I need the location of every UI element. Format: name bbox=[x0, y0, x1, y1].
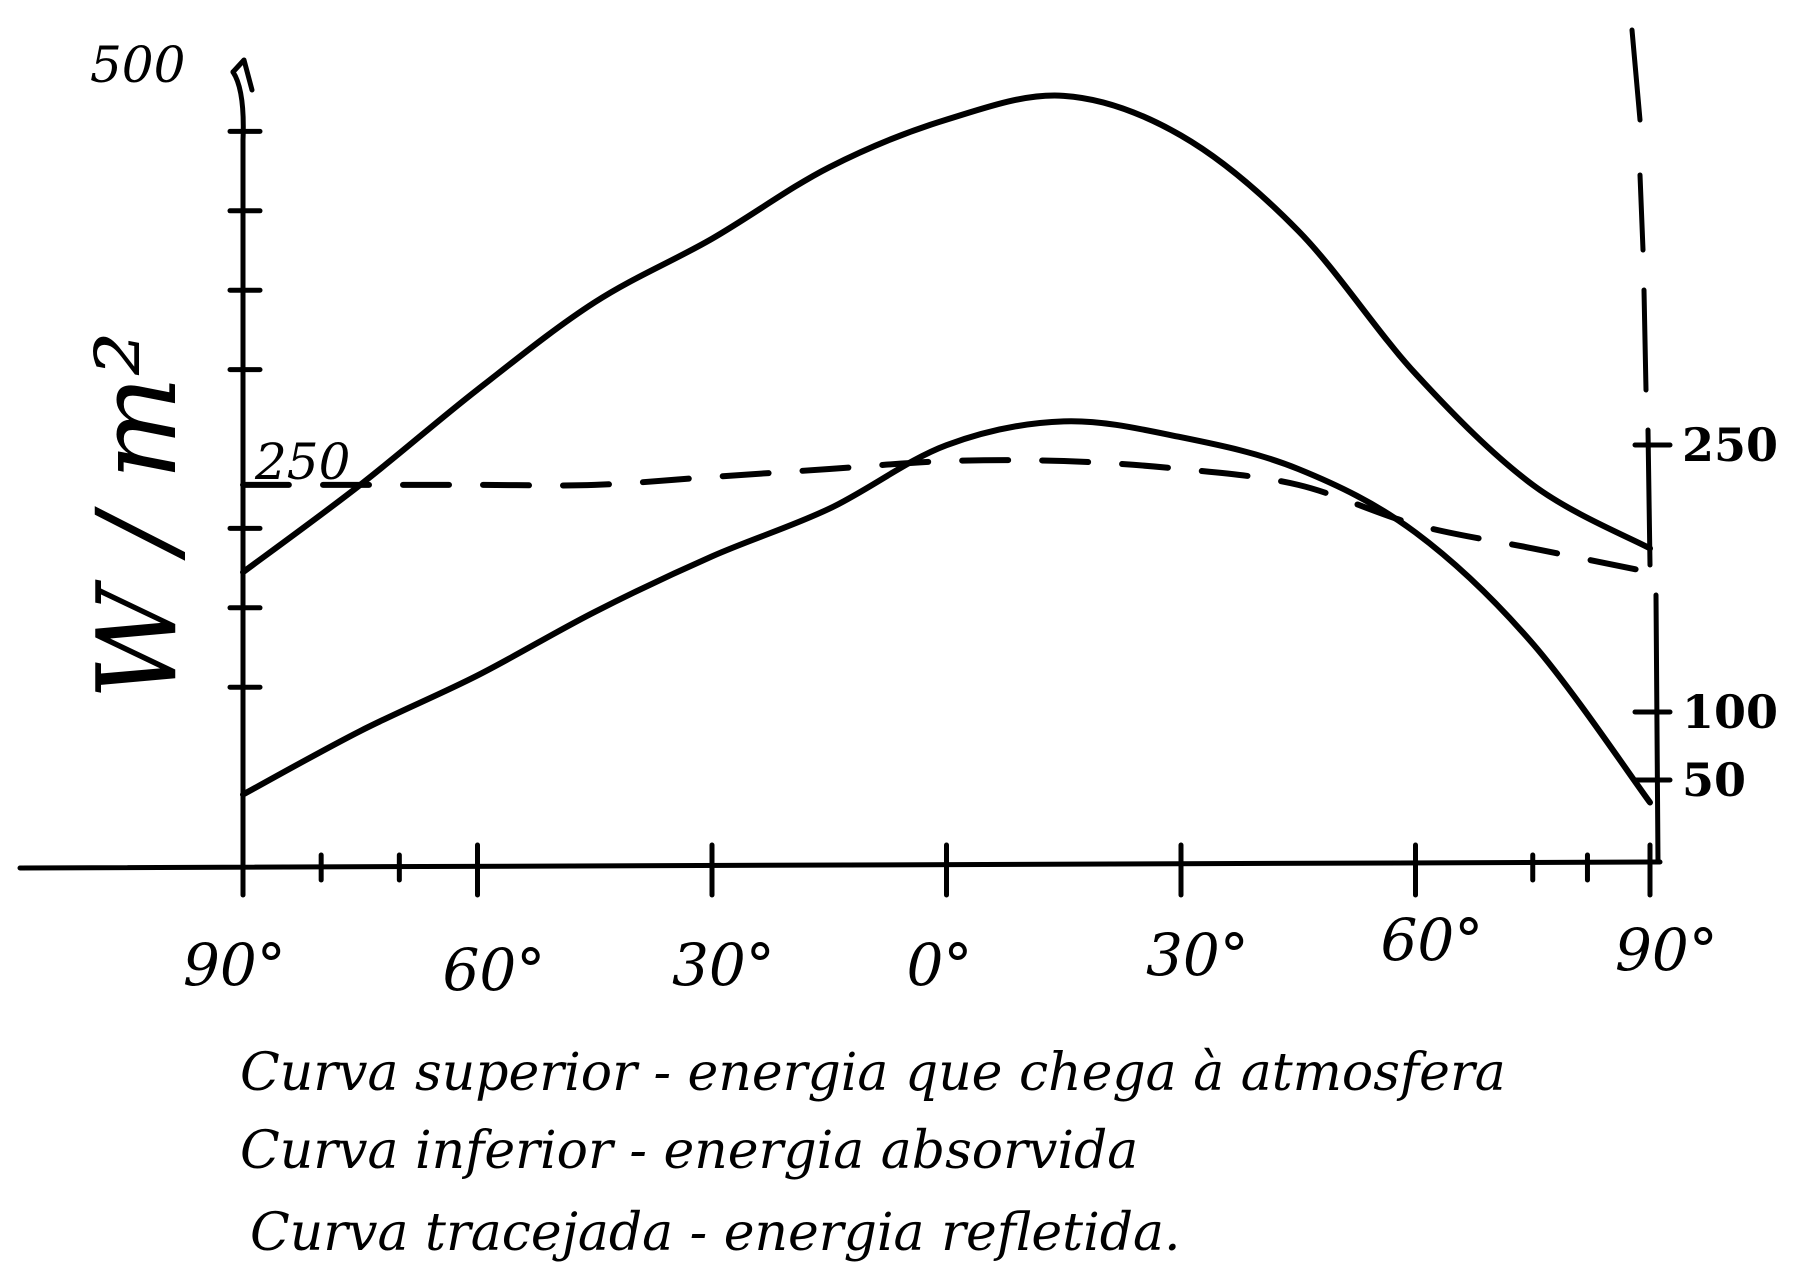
x-tick-label: 60° bbox=[443, 936, 546, 1004]
y-axis-right bbox=[1629, 27, 1643, 123]
series-group bbox=[240, 92, 1653, 806]
upper-curve bbox=[240, 92, 1653, 576]
x-tick-label: 30° bbox=[1146, 921, 1249, 989]
y-axis-label: W / m² bbox=[73, 332, 201, 700]
legend-line-1: Curva superior - energia que chega à atm… bbox=[240, 1043, 1506, 1103]
dashed-curve bbox=[240, 457, 1653, 576]
x-tick-label: 90° bbox=[1615, 916, 1718, 984]
y-left-tick-label: 500 bbox=[90, 36, 185, 94]
y-left-tick-label: 250 bbox=[254, 433, 350, 491]
x-tick-label: 0° bbox=[907, 931, 973, 999]
y-right-tick-label: 100 bbox=[1682, 685, 1778, 739]
y-right-ticks: 250 100 50 bbox=[1632, 418, 1778, 807]
x-ticks: 90° 60° 30° 0° 30° 60° 90° bbox=[183, 842, 1718, 1004]
x-tick-label: 90° bbox=[183, 931, 286, 999]
lower-curve bbox=[240, 418, 1653, 806]
x-axis bbox=[17, 859, 1663, 871]
legend-line-3: Curva tracejada - energia refletida. bbox=[250, 1203, 1181, 1263]
y-right-tick-label: 250 bbox=[1682, 418, 1778, 472]
x-tick-label: 30° bbox=[672, 931, 775, 999]
y-axis-left bbox=[230, 69, 246, 893]
y-axis-right-2 bbox=[1637, 172, 1661, 865]
legend-line-2: Curva inferior - energia absorvida bbox=[240, 1121, 1138, 1181]
y-axis-left-arrow bbox=[230, 57, 255, 93]
axes bbox=[17, 27, 1663, 893]
legend: Curva superior - energia que chega à atm… bbox=[240, 1043, 1506, 1263]
y-right-tick-label: 50 bbox=[1682, 753, 1746, 807]
x-tick-label: 60° bbox=[1381, 906, 1484, 974]
minor-ticks bbox=[227, 128, 1590, 883]
y-left-ticks: 500 250 bbox=[90, 36, 350, 491]
